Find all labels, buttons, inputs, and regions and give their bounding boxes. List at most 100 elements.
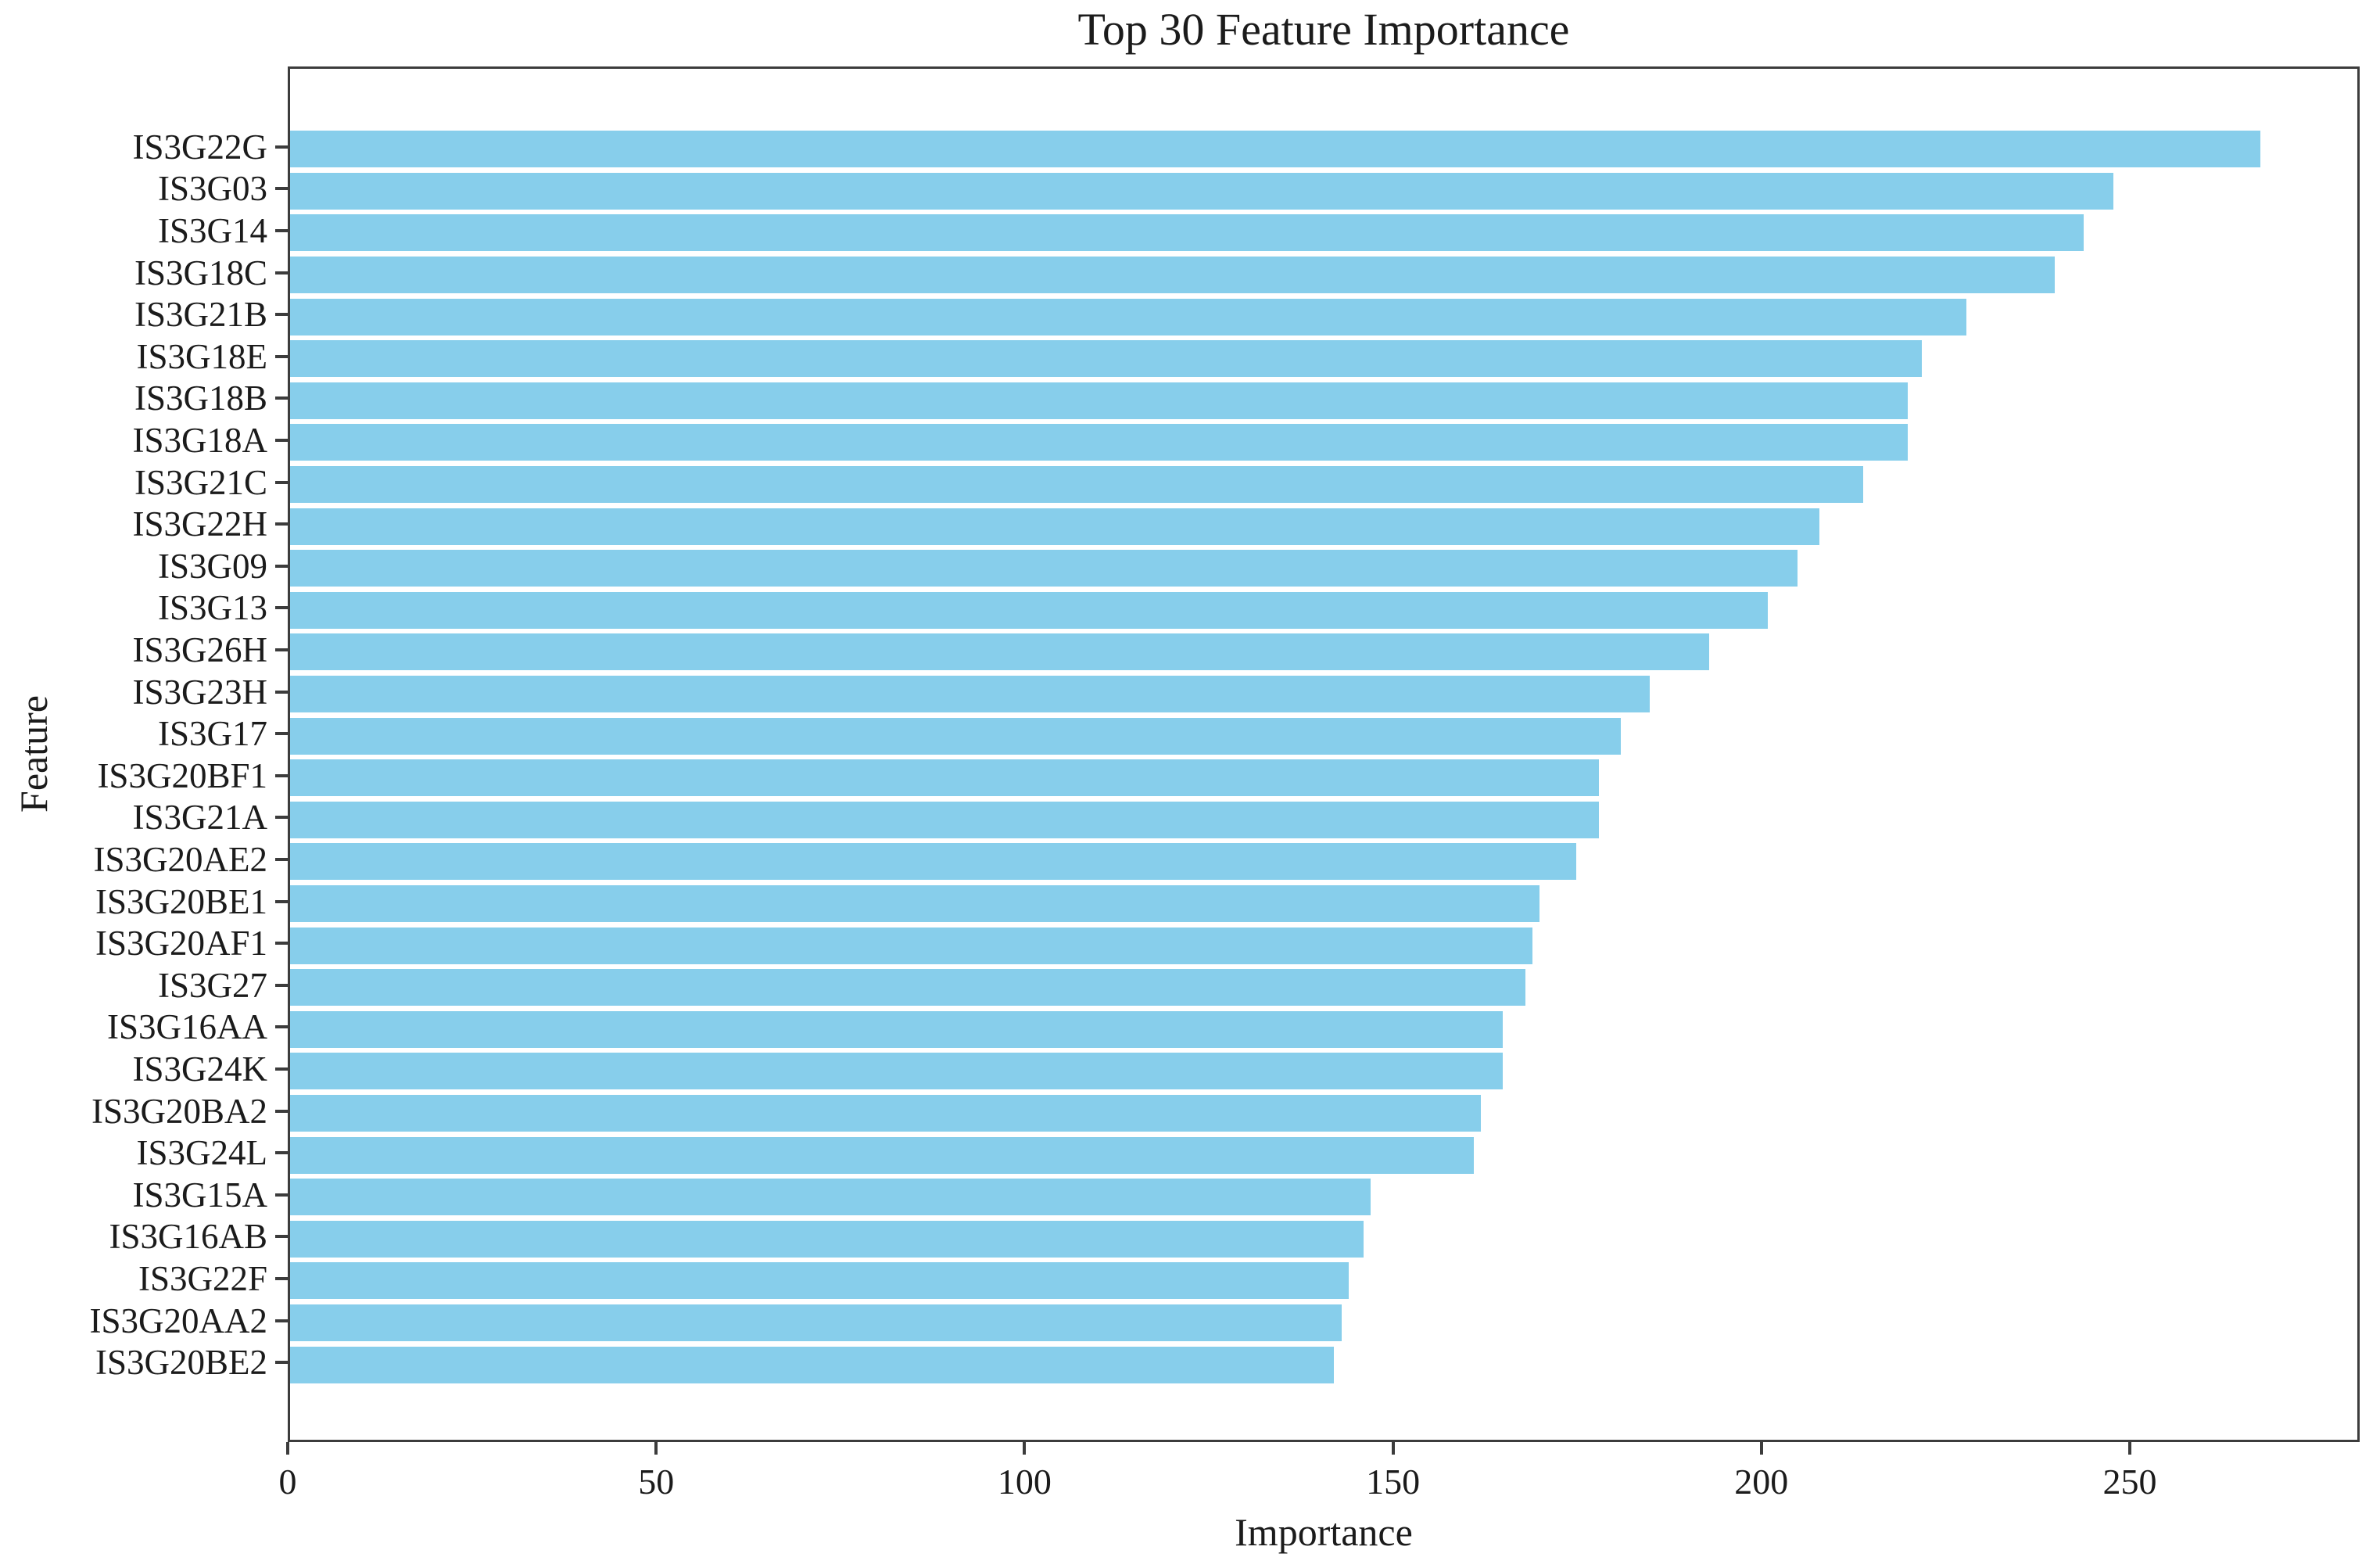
- y-tick-label: IS3G18C: [134, 253, 267, 292]
- bar-row: [290, 883, 2357, 925]
- y-tick-mark: [275, 773, 288, 777]
- y-tick-mark: [275, 354, 288, 358]
- bar-IS3G03: [290, 172, 2113, 210]
- y-tick-label: IS3G20BF1: [97, 755, 267, 795]
- bar-IS3G26H: [290, 633, 1709, 671]
- bar-IS3G20AF1: [290, 927, 1533, 964]
- bar-row: [290, 1260, 2357, 1302]
- y-tick-mark: [275, 229, 288, 232]
- y-tick-label: IS3G27: [157, 965, 267, 1005]
- y-tick-mark: [275, 522, 288, 526]
- bar-row: [290, 296, 2357, 338]
- bar-row: [290, 254, 2357, 296]
- x-axis-label: Importance: [1235, 1510, 1413, 1554]
- bar-row: [290, 757, 2357, 799]
- bar-IS3G18B: [290, 382, 1908, 419]
- bar-row: [290, 1176, 2357, 1218]
- bar-IS3G20AE2: [290, 843, 1577, 881]
- bar-IS3G27: [290, 969, 1525, 1006]
- x-tick-label: 100: [997, 1462, 1052, 1502]
- bar-IS3G20AA2: [290, 1304, 1342, 1342]
- bar-row: [290, 1093, 2357, 1135]
- bar-IS3G23H: [290, 676, 1651, 713]
- y-tick-label: IS3G18B: [134, 379, 267, 418]
- chart-title: Top 30 Feature Importance: [1077, 4, 1570, 55]
- x-tick-label: 0: [278, 1462, 297, 1502]
- bar-IS3G18C: [290, 257, 2055, 294]
- bar-row: [290, 967, 2357, 1009]
- y-tick-label: IS3G20AF1: [95, 924, 267, 963]
- bars-region: [290, 128, 2357, 1383]
- x-tick-label: 250: [2102, 1462, 2157, 1502]
- y-tick-mark: [275, 313, 288, 317]
- y-tick-mark: [275, 564, 288, 568]
- y-tick-label: IS3G18E: [136, 336, 268, 376]
- x-tick-label: 50: [638, 1462, 675, 1502]
- bar-row: [290, 1302, 2357, 1344]
- bar-row: [290, 422, 2357, 464]
- bar-row: [290, 799, 2357, 841]
- bar-row: [290, 1050, 2357, 1093]
- bar-IS3G13: [290, 591, 1768, 629]
- y-tick-mark: [275, 1235, 288, 1239]
- y-tick-mark: [275, 1109, 288, 1113]
- bar-row: [290, 841, 2357, 883]
- bar-IS3G15A: [290, 1179, 1371, 1216]
- bar-IS3G17: [290, 717, 1621, 755]
- y-tick-mark: [275, 145, 288, 149]
- y-tick-label: IS3G20AE2: [93, 840, 268, 879]
- bar-row: [290, 715, 2357, 757]
- x-tick-label: 150: [1366, 1462, 1421, 1502]
- y-tick-mark: [275, 1025, 288, 1029]
- bar-IS3G21C: [290, 466, 1864, 504]
- bar-IS3G18A: [290, 424, 1908, 461]
- bar-IS3G20BE2: [290, 1346, 1335, 1383]
- y-tick-mark: [275, 1361, 288, 1365]
- y-tick-mark: [275, 1067, 288, 1071]
- y-tick-mark: [275, 983, 288, 987]
- y-tick-label: IS3G22H: [132, 504, 267, 544]
- bar-IS3G24L: [290, 1136, 1474, 1174]
- y-tick-label: IS3G21B: [134, 295, 267, 335]
- y-tick-label: IS3G20AA2: [89, 1301, 267, 1340]
- bar-IS3G22F: [290, 1262, 1349, 1300]
- bar-IS3G14: [290, 214, 2084, 252]
- x-tick-mark: [1391, 1442, 1395, 1455]
- bar-IS3G16AA: [290, 1010, 1504, 1048]
- y-tick-mark: [275, 648, 288, 651]
- y-tick-label: IS3G14: [157, 211, 267, 250]
- bar-IS3G18E: [290, 340, 1923, 378]
- y-tick-label: IS3G20BE1: [95, 881, 267, 921]
- y-tick-mark: [275, 816, 288, 820]
- y-tick-label: IS3G16AA: [106, 1007, 267, 1047]
- y-tick-label: IS3G13: [157, 588, 267, 628]
- bar-row: [290, 673, 2357, 716]
- y-tick-label: IS3G03: [157, 169, 267, 209]
- y-tick-mark: [275, 187, 288, 191]
- bar-IS3G20BE1: [290, 885, 1540, 923]
- bar-row: [290, 1009, 2357, 1051]
- y-tick-label: IS3G22G: [132, 127, 267, 167]
- y-tick-label: IS3G16AB: [109, 1217, 267, 1257]
- y-tick-mark: [275, 1319, 288, 1322]
- y-tick-mark: [275, 606, 288, 610]
- y-tick-mark: [275, 1193, 288, 1197]
- bar-IS3G21A: [290, 801, 1599, 838]
- y-tick-label: IS3G20BE2: [95, 1343, 267, 1383]
- bar-IS3G24K: [290, 1053, 1504, 1090]
- bar-IS3G21B: [290, 298, 1966, 335]
- bar-IS3G20BF1: [290, 759, 1599, 797]
- bar-row: [290, 338, 2357, 380]
- x-tick-mark: [1759, 1442, 1763, 1455]
- y-tick-mark: [275, 271, 288, 274]
- x-tick-mark: [654, 1442, 658, 1455]
- y-tick-label: IS3G15A: [132, 1175, 267, 1215]
- x-tick-label: 200: [1734, 1462, 1789, 1502]
- bar-row: [290, 590, 2357, 632]
- bar-row: [290, 924, 2357, 967]
- bar-IS3G16AB: [290, 1220, 1364, 1258]
- y-tick-label: IS3G17: [157, 714, 267, 754]
- y-tick-mark: [275, 480, 288, 484]
